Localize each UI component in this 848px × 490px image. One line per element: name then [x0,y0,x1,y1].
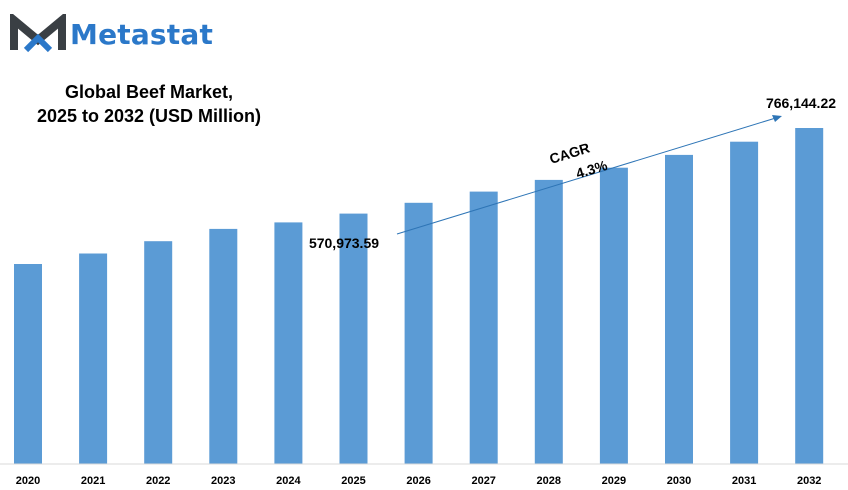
bar-2020 [14,264,42,464]
cagr-arrow-head [772,115,782,122]
x-tick-label-2029: 2029 [602,475,626,487]
brand-name: Metastat [70,17,214,51]
end-value-label: 766,144.22 [766,95,836,111]
bar-2022 [144,241,173,464]
chart-title-line-1: Global Beef Market, [64,82,234,102]
bar-2028 [534,179,563,464]
x-tick-label-2025: 2025 [341,475,365,487]
x-tick-label-2031: 2031 [732,475,756,487]
x-tick-label-2021: 2021 [81,475,105,487]
x-tick-label-2020: 2020 [16,475,40,487]
x-tick-label-2026: 2026 [406,475,430,487]
start-value-label: 570,973.59 [309,235,379,251]
x-tick-labels: 2020 2021 2022 2023 2024 2025 2026 2027 2028 2029… [16,475,822,487]
x-tick-label-2030: 2030 [667,475,691,487]
cagr-arrow [396,116,780,235]
x-tick-label-2024: 2024 [276,475,301,487]
bar-2025 [339,213,368,464]
metastat-m-logo-icon [10,14,66,53]
brand-logo: Metastat [10,14,213,54]
bar-2032 [795,128,824,464]
bar-2030 [665,154,693,464]
bar-2024 [274,222,303,464]
chart-title-line-2: 2025 to 2032 (USD Million) [36,106,262,126]
chart-title: Global Beef Market, 2025 to 2032 (USD Mi… [14,80,284,128]
bar-2027 [469,191,498,464]
bar-2026 [404,202,433,465]
x-tick-label-2022: 2022 [146,475,170,487]
x-tick-label-2023: 2023 [211,475,235,487]
bar-2021 [79,253,108,464]
bar-2023 [209,228,238,464]
bar-2031 [730,141,759,464]
x-tick-label-2032: 2032 [797,475,821,487]
x-tick-label-2028: 2028 [537,475,561,487]
bar-2029 [599,167,628,464]
bars-group [14,128,824,465]
x-tick-label-2027: 2027 [471,475,495,487]
